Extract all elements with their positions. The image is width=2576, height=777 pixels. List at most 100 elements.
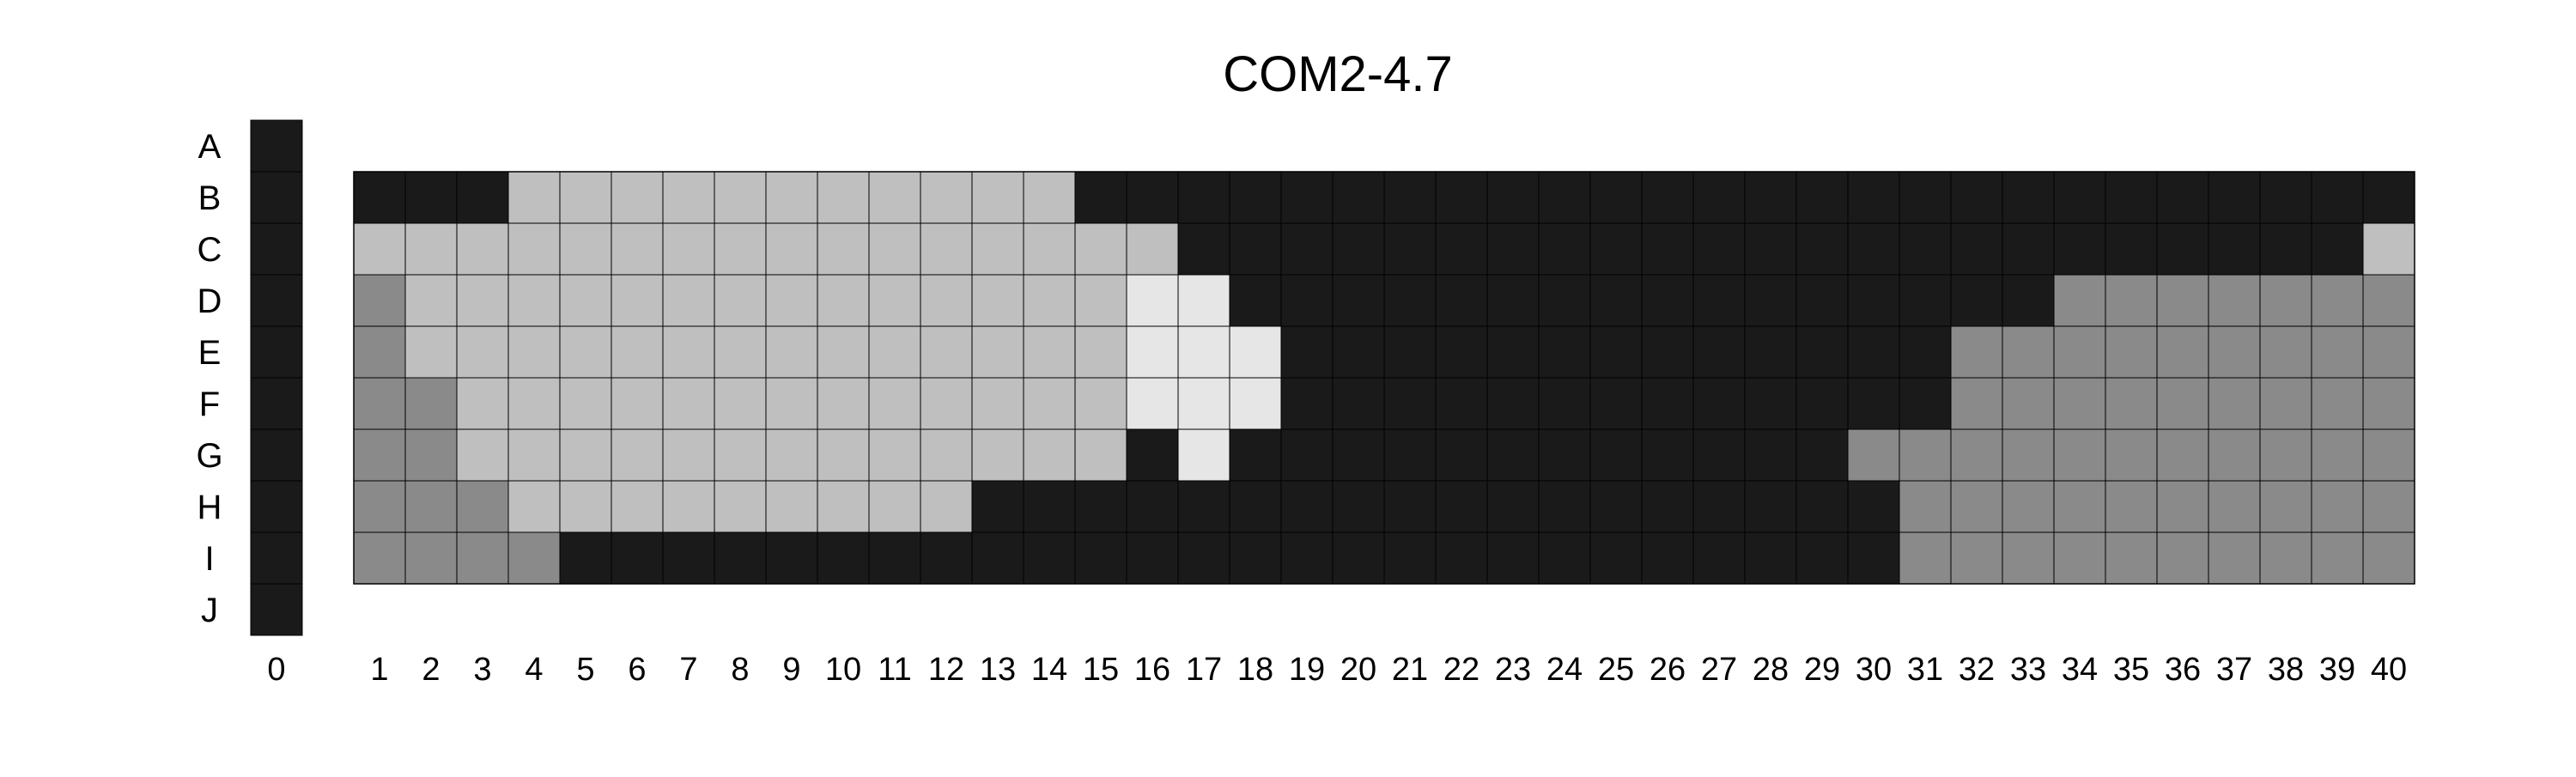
heatmap-cell-C-25 (1589, 222, 1643, 276)
heatmap-cell-B-8 (714, 171, 767, 224)
heatmap-cell-G-4 (507, 428, 561, 482)
heatmap-cell-E-19 (1280, 325, 1334, 379)
heatmap-cell-B-37 (2208, 171, 2261, 224)
heatmap-cell-I-18 (1229, 531, 1282, 585)
heatmap-cell-E-33 (2002, 325, 2055, 379)
heatmap-cell-H-3 (456, 480, 509, 533)
heatmap-cell-H-14 (1023, 480, 1076, 533)
heatmap-cell-G-1 (353, 428, 406, 482)
heatmap-cell-I-28 (1744, 531, 1797, 585)
heatmap-cell-B-7 (662, 171, 715, 224)
heatmap-cell-G-34 (2053, 428, 2106, 482)
heatmap-cell-D-31 (1899, 274, 1952, 327)
heatmap-cell-D-37 (2208, 274, 2261, 327)
heatmap-cell-I-26 (1641, 531, 1694, 585)
column-label-24: 24 (1546, 652, 1583, 688)
heatmap-cell-B-13 (971, 171, 1024, 224)
row-label-I: I (204, 540, 214, 578)
heatmap-cell-B-10 (817, 171, 870, 224)
heatmap-cell-G-11 (868, 428, 921, 482)
heatmap-cell-I-27 (1692, 531, 1746, 585)
heatmap-cell-B-21 (1383, 171, 1437, 224)
heatmap-cell-B-23 (1486, 171, 1540, 224)
column-label-13: 13 (980, 652, 1016, 688)
heatmap-cell-H-1 (353, 480, 406, 533)
heatmap-cell-G-6 (611, 428, 664, 482)
column-label-11: 11 (878, 652, 911, 688)
heatmap-cell-F-18 (1229, 377, 1282, 430)
heatmap-cell-E-11 (868, 325, 921, 379)
heatmap-cell-I-29 (1795, 531, 1849, 585)
control-cell-F (250, 377, 303, 430)
column-label-26: 26 (1649, 652, 1686, 688)
heatmap-cell-B-40 (2362, 171, 2415, 224)
heatmap-cell-C-9 (765, 222, 818, 276)
row-label-A: A (198, 128, 222, 166)
column-label-15: 15 (1083, 652, 1119, 688)
control-column-group (250, 119, 303, 636)
heatmap-cell-D-19 (1280, 274, 1334, 327)
heatmap-cell-G-24 (1538, 428, 1591, 482)
heatmap-cell-B-36 (2156, 171, 2209, 224)
column-label-28: 28 (1753, 652, 1789, 688)
heatmap-cell-F-28 (1744, 377, 1797, 430)
heatmap-cell-E-7 (662, 325, 715, 379)
heatmap-cell-D-5 (559, 274, 612, 327)
heatmap-cell-C-11 (868, 222, 921, 276)
heatmap-cell-B-3 (456, 171, 509, 224)
heatmap-cell-D-23 (1486, 274, 1540, 327)
heatmap-cell-D-38 (2259, 274, 2312, 327)
heatmap-cell-I-3 (456, 531, 509, 585)
heatmap-cell-G-26 (1641, 428, 1694, 482)
heatmap-cell-I-7 (662, 531, 715, 585)
heatmap-cell-B-28 (1744, 171, 1797, 224)
heatmap-cell-H-30 (1847, 480, 1900, 533)
heatmap-cell-F-17 (1177, 377, 1230, 430)
control-cell-B (250, 171, 303, 224)
heatmap-cell-G-33 (2002, 428, 2055, 482)
heatmap-cell-B-12 (920, 171, 973, 224)
heatmap-cell-B-35 (2105, 171, 2158, 224)
heatmap-cell-G-5 (559, 428, 612, 482)
heatmap-cell-I-4 (507, 531, 561, 585)
heatmap-cell-C-37 (2208, 222, 2261, 276)
heatmap-cell-G-30 (1847, 428, 1900, 482)
heatmap-cell-E-31 (1899, 325, 1952, 379)
heatmap-cell-C-26 (1641, 222, 1694, 276)
heatmap-cell-G-35 (2105, 428, 2158, 482)
column-label-20: 20 (1340, 652, 1376, 688)
column-label-27: 27 (1701, 652, 1737, 688)
heatmap-cell-I-22 (1435, 531, 1488, 585)
heatmap-cell-B-4 (507, 171, 561, 224)
column-label-1: 1 (370, 652, 388, 688)
heatmap-cell-D-18 (1229, 274, 1282, 327)
heatmap-cell-B-30 (1847, 171, 1900, 224)
heatmap-cell-D-29 (1795, 274, 1849, 327)
column-label-0: 0 (267, 652, 285, 688)
heatmap-cell-F-22 (1435, 377, 1488, 430)
heatmap-border (353, 171, 2415, 585)
column-label-2: 2 (422, 652, 440, 688)
heatmap-cell-D-30 (1847, 274, 1900, 327)
heatmap-cell-G-2 (404, 428, 458, 482)
heatmap-cell-B-18 (1229, 171, 1282, 224)
heatmap-cell-F-2 (404, 377, 458, 430)
heatmap-cell-B-26 (1641, 171, 1694, 224)
heatmap-cell-I-2 (404, 531, 458, 585)
heatmap-cell-D-15 (1074, 274, 1127, 327)
heatmap-cell-G-14 (1023, 428, 1076, 482)
heatmap-cell-I-10 (817, 531, 870, 585)
row-label-J: J (201, 592, 218, 629)
heatmap-cell-C-21 (1383, 222, 1437, 276)
heatmap-cell-C-10 (817, 222, 870, 276)
heatmap-cell-E-23 (1486, 325, 1540, 379)
heatmap-cell-F-7 (662, 377, 715, 430)
heatmap-cell-E-24 (1538, 325, 1591, 379)
heatmap-cell-G-17 (1177, 428, 1230, 482)
heatmap-cell-H-31 (1899, 480, 1952, 533)
heatmap-cell-F-33 (2002, 377, 2055, 430)
heatmap-cell-C-23 (1486, 222, 1540, 276)
heatmap-cell-C-35 (2105, 222, 2158, 276)
heatmap-cell-B-14 (1023, 171, 1076, 224)
heatmap-cell-D-40 (2362, 274, 2415, 327)
